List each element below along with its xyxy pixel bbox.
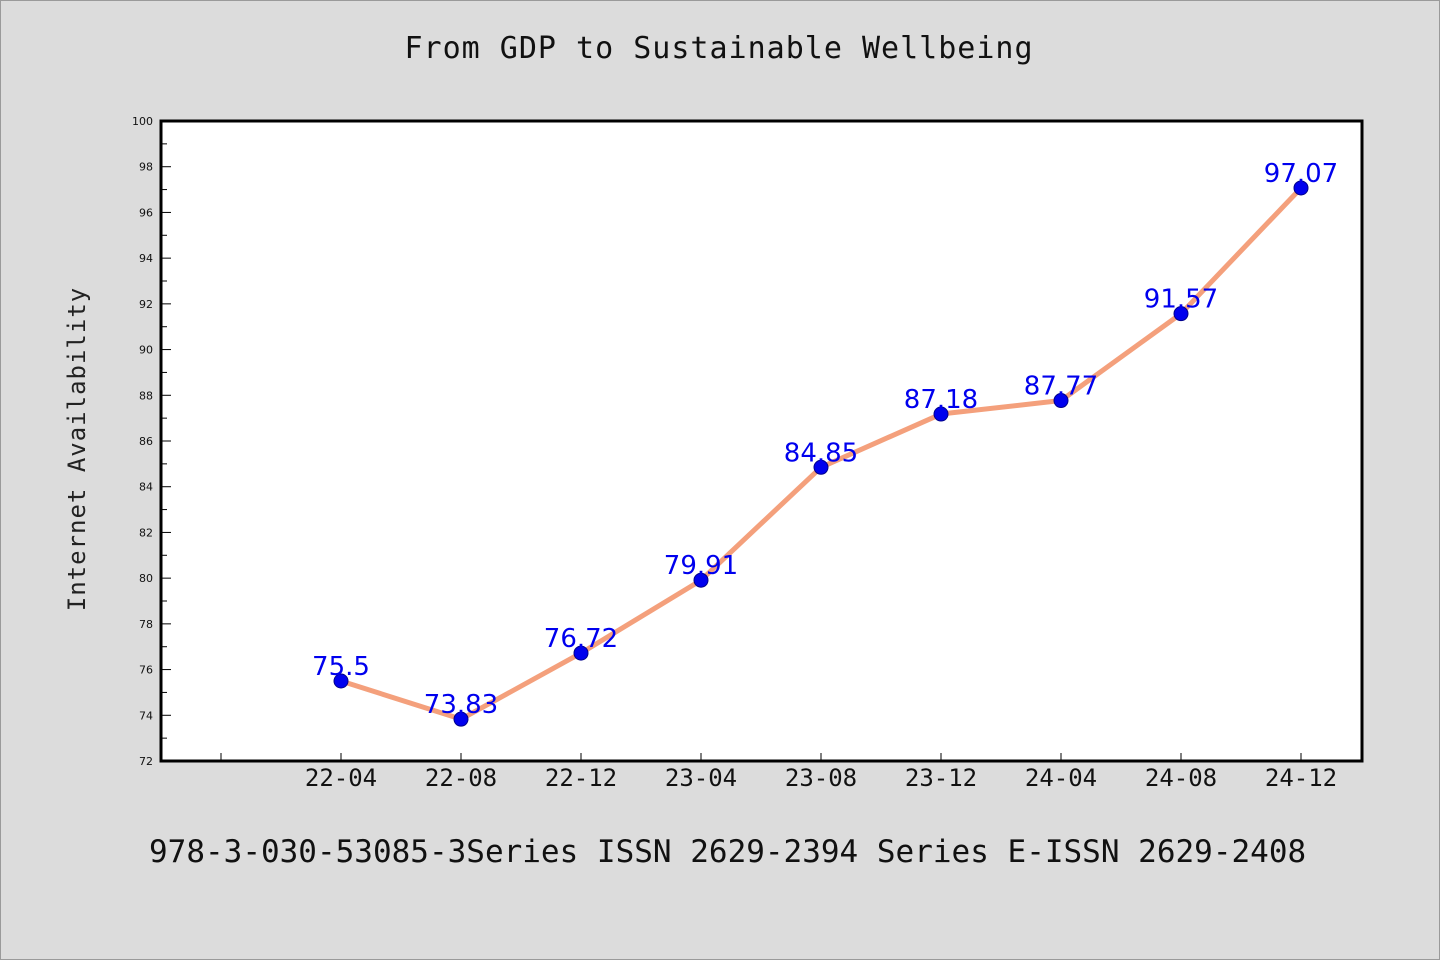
data-label: 76.72: [544, 624, 618, 654]
data-point: [933, 406, 949, 422]
data-label: 87.77: [1024, 372, 1098, 402]
data-label: 91.57: [1144, 285, 1218, 315]
data-label: 87.18: [904, 385, 978, 415]
data-label: 73.83: [424, 690, 498, 720]
chart-title: From GDP to Sustainable Wellbeing: [404, 31, 1034, 66]
y-axis: 72 74 76 78 80 82 84 86 88 90 92 94 96 98 100: [132, 115, 171, 768]
y-tick-label: 88: [139, 389, 153, 402]
data-label: 84.85: [784, 438, 858, 468]
y-tick-label: 90: [139, 344, 153, 357]
data-point: [573, 645, 589, 661]
y-tick-label: 86: [139, 435, 153, 448]
y-tick-label: 78: [139, 618, 153, 631]
y-tick-label: 72: [139, 755, 153, 768]
y-tick-label: 96: [139, 206, 153, 219]
data-label: 79.91: [664, 551, 738, 581]
x-tick-label: 23-08: [785, 764, 857, 792]
y-tick-label: 80: [139, 572, 153, 585]
y-tick-label: 82: [139, 526, 153, 539]
y-tick-label: 92: [139, 298, 153, 311]
y-tick-label: 84: [139, 481, 153, 494]
data-point: [453, 711, 469, 727]
data-point: [1293, 180, 1309, 196]
data-point: [1053, 393, 1069, 409]
data-labels: 75.5 73.83 76.72 79.91 84.85 87.18 87.77 91.57 9…: [312, 159, 1338, 720]
x-tick-label: 24-04: [1025, 764, 1097, 792]
plot-area: [159, 119, 1364, 763]
y-tick-label: 94: [139, 252, 153, 265]
x-tick-label: 22-08: [425, 764, 497, 792]
data-label: 75.5: [312, 652, 370, 682]
data-point: [813, 459, 829, 475]
data-point: [333, 673, 349, 689]
x-tick-label: 23-12: [905, 764, 977, 792]
data-markers: [333, 180, 1309, 727]
x-tick-label: 22-04: [305, 764, 377, 792]
x-tick-label: 24-12: [1265, 764, 1337, 792]
y-tick-label: 98: [139, 161, 153, 174]
x-tick-label: 24-08: [1145, 764, 1217, 792]
x-tick-label: 22-12: [545, 764, 617, 792]
y-tick-label: 100: [132, 115, 153, 128]
x-tick-label: 23-04: [665, 764, 737, 792]
x-axis: 22-04 22-08 22-12 23-04 23-08 23-12 24-04 24-08…: [220, 753, 1337, 792]
data-point: [1173, 306, 1189, 322]
y-tick-label: 74: [139, 709, 153, 722]
y-tick-label: 76: [139, 664, 153, 677]
footer-isbn-text: 978-3-030-53085-3Series ISSN 2629-2394 S…: [149, 834, 1307, 870]
data-label: 97.07: [1264, 159, 1338, 189]
data-point: [693, 572, 709, 588]
